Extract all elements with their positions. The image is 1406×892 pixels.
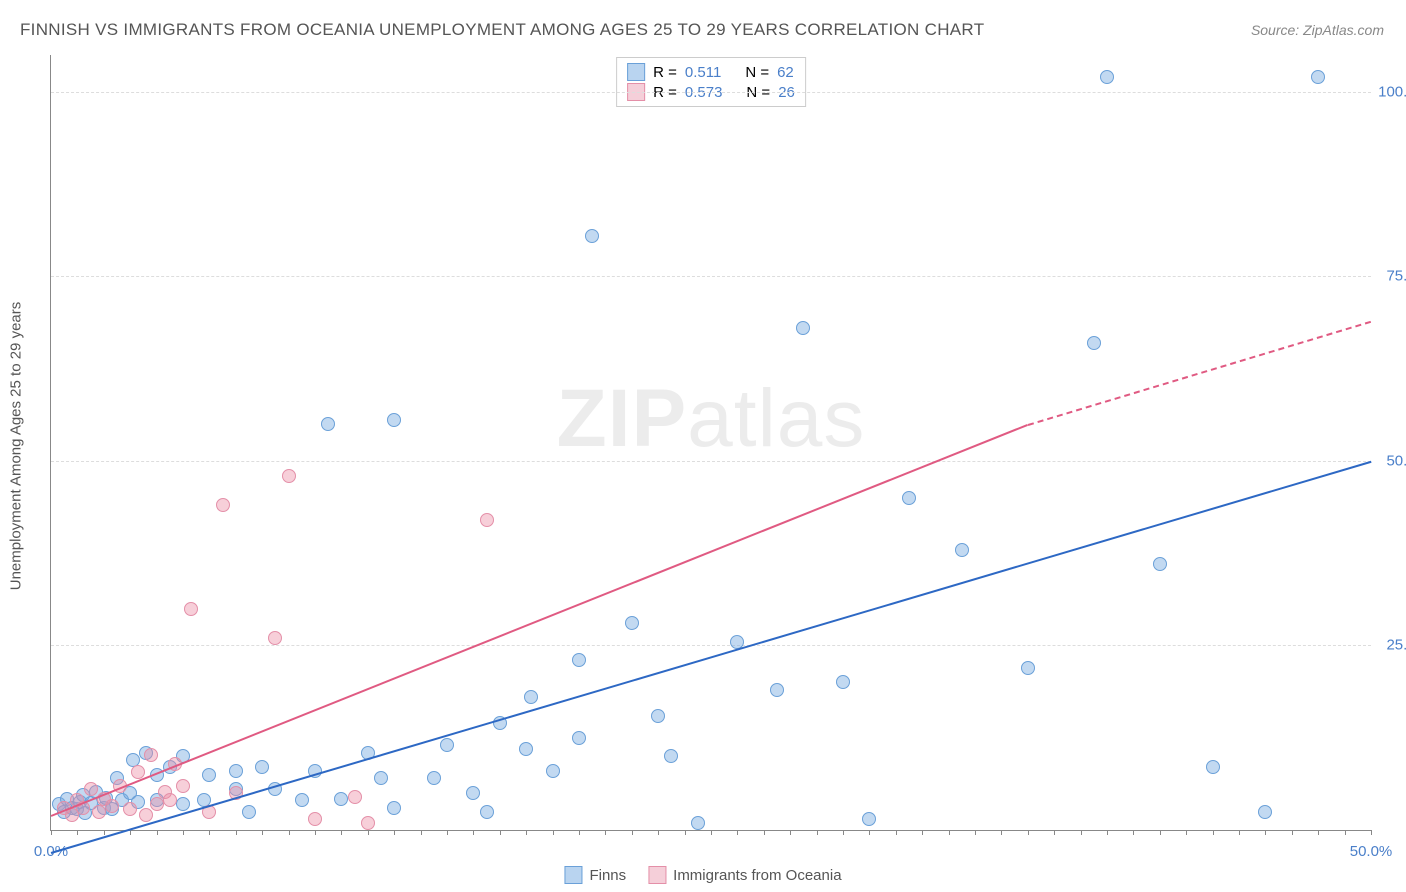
data-point-oceania — [144, 748, 158, 762]
data-point-oceania — [361, 816, 375, 830]
data-point-finns — [334, 792, 348, 806]
y-tick-label: 75.0% — [1386, 268, 1406, 285]
gridline — [51, 461, 1371, 462]
swatch-blue-icon — [627, 63, 645, 81]
data-point-finns — [955, 543, 969, 557]
data-point-finns — [255, 760, 269, 774]
data-point-oceania — [176, 779, 190, 793]
data-point-finns — [651, 709, 665, 723]
data-point-finns — [1100, 70, 1114, 84]
y-tick-label: 100.0% — [1378, 83, 1406, 100]
data-point-finns — [585, 229, 599, 243]
data-point-finns — [836, 675, 850, 689]
data-point-finns — [1087, 336, 1101, 350]
legend-item-oceania: Immigrants from Oceania — [648, 866, 841, 884]
legend-item-finns: Finns — [564, 866, 626, 884]
data-point-finns — [770, 683, 784, 697]
data-point-finns — [546, 764, 560, 778]
data-point-finns — [664, 749, 678, 763]
data-point-oceania — [184, 602, 198, 616]
r-label: R = — [653, 64, 677, 81]
data-point-finns — [321, 417, 335, 431]
swatch-pink-icon — [648, 866, 666, 884]
data-point-oceania — [308, 812, 322, 826]
watermark-bold: ZIP — [557, 373, 688, 464]
data-point-finns — [176, 797, 190, 811]
source-label: Source: ZipAtlas.com — [1251, 22, 1384, 38]
plot-area: ZIPatlas R = 0.511 N = 62 R = 0.573 N = … — [50, 55, 1371, 831]
data-point-finns — [519, 742, 533, 756]
data-point-finns — [862, 812, 876, 826]
watermark-light: atlas — [687, 373, 865, 464]
gridline — [51, 645, 1371, 646]
y-axis-label: Unemployment Among Ages 25 to 29 years — [8, 302, 25, 591]
x-tick-label: 50.0% — [1350, 843, 1393, 860]
data-point-finns — [524, 690, 538, 704]
data-point-finns — [902, 491, 916, 505]
data-point-finns — [572, 653, 586, 667]
data-point-oceania — [268, 631, 282, 645]
series-legend: Finns Immigrants from Oceania — [564, 866, 841, 884]
data-point-oceania — [348, 790, 362, 804]
legend-label-finns: Finns — [589, 867, 626, 884]
y-tick-label: 25.0% — [1386, 637, 1406, 654]
r-value-finns: 0.511 — [685, 64, 721, 81]
gridline — [51, 276, 1371, 277]
y-tick-label: 50.0% — [1386, 452, 1406, 469]
data-point-finns — [1258, 805, 1272, 819]
trend-line — [1028, 321, 1372, 426]
data-point-finns — [242, 805, 256, 819]
n-value-finns: 62 — [777, 64, 794, 81]
data-point-finns — [1311, 70, 1325, 84]
data-point-finns — [466, 786, 480, 800]
data-point-oceania — [92, 805, 106, 819]
correlation-legend: R = 0.511 N = 62 R = 0.573 N = 26 — [616, 57, 806, 107]
data-point-finns — [387, 413, 401, 427]
data-point-oceania — [282, 469, 296, 483]
data-point-finns — [229, 764, 243, 778]
data-point-finns — [295, 793, 309, 807]
data-point-oceania — [163, 793, 177, 807]
data-point-oceania — [139, 808, 153, 822]
data-point-oceania — [216, 498, 230, 512]
data-point-finns — [796, 321, 810, 335]
data-point-finns — [1021, 661, 1035, 675]
legend-label-oceania: Immigrants from Oceania — [673, 867, 841, 884]
data-point-finns — [480, 805, 494, 819]
data-point-oceania — [150, 797, 164, 811]
data-point-finns — [1153, 557, 1167, 571]
trend-line — [51, 461, 1372, 854]
data-point-finns — [202, 768, 216, 782]
data-point-finns — [1206, 760, 1220, 774]
chart-container: FINNISH VS IMMIGRANTS FROM OCEANIA UNEMP… — [0, 0, 1406, 892]
watermark: ZIPatlas — [557, 372, 866, 466]
data-point-finns — [572, 731, 586, 745]
data-point-oceania — [480, 513, 494, 527]
swatch-blue-icon — [564, 866, 582, 884]
n-label: N = — [745, 64, 769, 81]
data-point-finns — [440, 738, 454, 752]
chart-title: FINNISH VS IMMIGRANTS FROM OCEANIA UNEMP… — [20, 20, 984, 40]
data-point-finns — [374, 771, 388, 785]
legend-row-finns: R = 0.511 N = 62 — [627, 62, 795, 82]
data-point-finns — [625, 616, 639, 630]
trend-line — [51, 424, 1029, 817]
data-point-finns — [691, 816, 705, 830]
data-point-finns — [427, 771, 441, 785]
data-point-finns — [387, 801, 401, 815]
data-point-oceania — [105, 799, 119, 813]
data-point-oceania — [84, 782, 98, 796]
data-point-oceania — [123, 802, 137, 816]
gridline — [51, 92, 1371, 93]
